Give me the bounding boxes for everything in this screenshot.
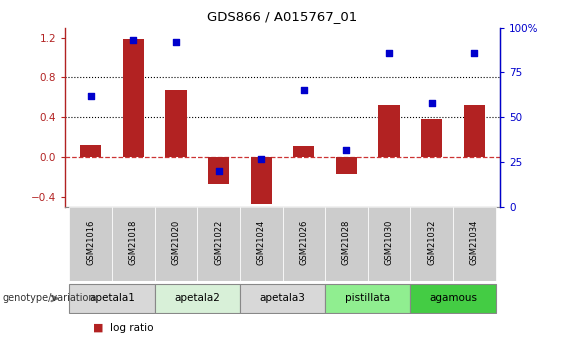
Text: apetala1: apetala1 [89,294,135,303]
Text: GSM21034: GSM21034 [470,220,479,265]
Text: GSM21026: GSM21026 [299,220,308,265]
FancyBboxPatch shape [368,207,410,281]
Bar [165,90,186,157]
Bar [293,146,315,157]
Point [427,100,436,106]
Text: GSM21022: GSM21022 [214,220,223,265]
Bar [421,119,442,157]
Point [129,37,138,43]
FancyBboxPatch shape [155,207,197,281]
Text: apetala2: apetala2 [174,294,220,303]
FancyBboxPatch shape [410,284,496,313]
Point [385,50,394,56]
Bar [80,145,101,157]
FancyBboxPatch shape [197,207,240,281]
Bar [208,157,229,184]
Bar [336,157,357,174]
Text: ■: ■ [93,323,104,333]
Point [257,156,266,161]
Bar [250,157,272,204]
Text: GSM21028: GSM21028 [342,220,351,265]
FancyBboxPatch shape [325,284,410,313]
Point [470,50,479,56]
Point [171,39,180,45]
Point [86,93,95,99]
FancyBboxPatch shape [240,207,282,281]
Text: GSM21032: GSM21032 [427,220,436,265]
FancyBboxPatch shape [453,207,496,281]
FancyBboxPatch shape [325,207,368,281]
Text: pistillata: pistillata [345,294,390,303]
FancyBboxPatch shape [69,207,112,281]
Text: apetala3: apetala3 [259,294,306,303]
Bar [379,105,400,157]
Text: GDS866 / A015767_01: GDS866 / A015767_01 [207,10,358,23]
FancyBboxPatch shape [410,207,453,281]
Text: GSM21016: GSM21016 [86,220,95,265]
Point [299,88,308,93]
Point [214,168,223,174]
Bar [464,105,485,157]
FancyBboxPatch shape [69,284,155,313]
Point [342,147,351,152]
Bar [123,39,144,157]
FancyBboxPatch shape [282,207,325,281]
Text: GSM21030: GSM21030 [385,220,394,265]
FancyBboxPatch shape [155,284,240,313]
Text: GSM21018: GSM21018 [129,220,138,265]
Text: GSM21024: GSM21024 [257,220,266,265]
Text: agamous: agamous [429,294,477,303]
FancyBboxPatch shape [240,284,325,313]
Text: genotype/variation: genotype/variation [3,294,95,303]
Text: log ratio: log ratio [110,323,154,333]
Text: GSM21020: GSM21020 [171,220,180,265]
FancyBboxPatch shape [112,207,155,281]
